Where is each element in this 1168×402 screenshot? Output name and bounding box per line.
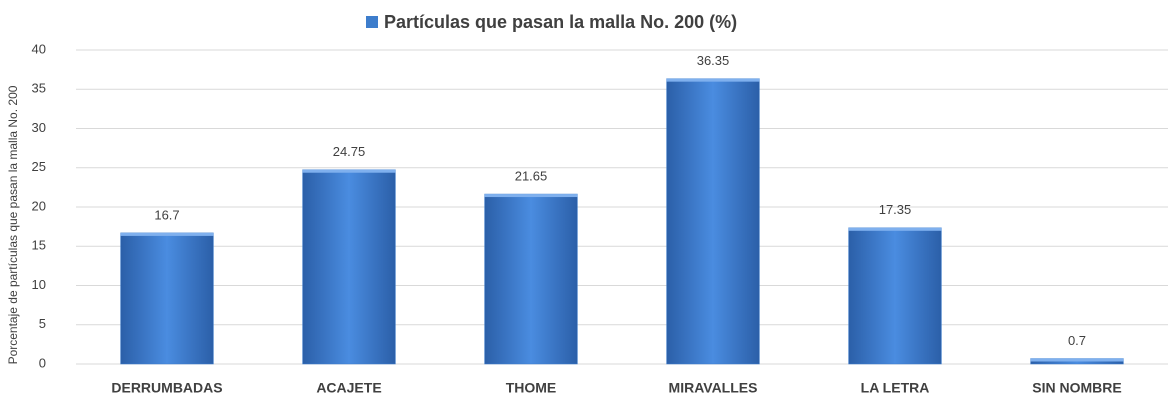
x-tick-label: SIN NOMBRE: [1032, 380, 1121, 396]
data-label: 36.35: [697, 53, 730, 68]
bar: [484, 193, 578, 365]
data-label: 17.35: [879, 202, 912, 217]
x-tick-label: THOME: [506, 380, 557, 396]
bar-top: [666, 78, 760, 82]
bar: [666, 78, 760, 365]
y-tick-label: 10: [32, 277, 46, 292]
data-label: 21.65: [515, 168, 548, 183]
x-tick-label: DERRUMBADAS: [111, 380, 222, 396]
bar: [848, 227, 942, 365]
y-tick-label: 0: [39, 355, 46, 370]
y-tick-label: 35: [32, 81, 46, 96]
x-tick-label: LA LETRA: [861, 380, 930, 396]
bar-top: [302, 169, 396, 173]
legend-swatch: [366, 16, 378, 28]
y-tick-label: 30: [32, 120, 46, 135]
y-tick-label: 20: [32, 198, 46, 213]
x-tick-label: MIRAVALLES: [669, 380, 758, 396]
x-tick-label: ACAJETE: [316, 380, 381, 396]
bar-top: [1030, 358, 1124, 362]
bar: [120, 232, 214, 365]
bar-top: [484, 194, 578, 198]
y-tick-label: 5: [39, 316, 46, 331]
y-axis-label: Porcentaje de partículas que pasan la ma…: [6, 85, 20, 364]
bar-top: [848, 227, 942, 231]
legend-label: Partículas que pasan la malla No. 200 (%…: [384, 12, 737, 32]
bar: [302, 169, 396, 365]
data-label: 24.75: [333, 144, 366, 159]
y-tick-label: 25: [32, 159, 46, 174]
y-tick-label: 15: [32, 238, 46, 253]
bar-top: [120, 232, 214, 236]
data-label: 0.7: [1068, 333, 1086, 348]
y-tick-label: 40: [32, 41, 46, 56]
data-label: 16.7: [154, 207, 179, 222]
